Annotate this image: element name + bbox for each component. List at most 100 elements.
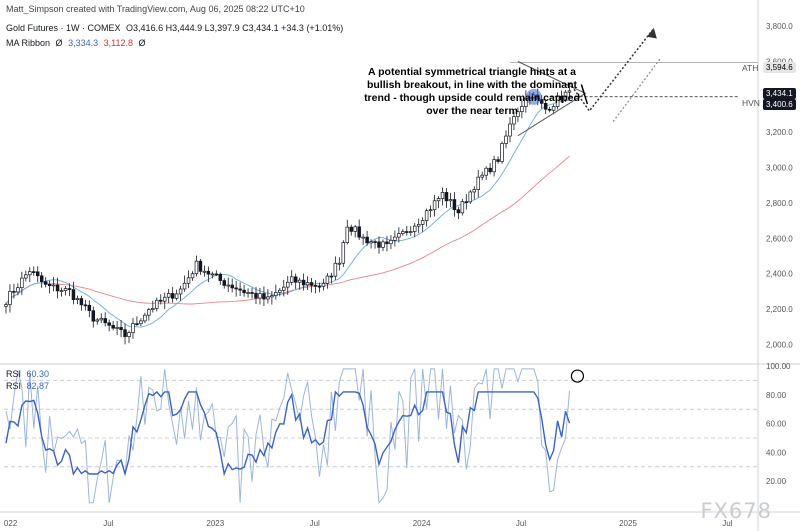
time-tick-label-5: Jul bbox=[516, 519, 526, 528]
candle-body-80 bbox=[321, 283, 326, 287]
watermark: FX678 bbox=[700, 499, 772, 523]
rsi-legend-2: RSI 82.87 bbox=[6, 381, 52, 391]
candle-body-14 bbox=[59, 290, 64, 292]
candle-body-98 bbox=[393, 236, 397, 241]
candle-body-89 bbox=[357, 226, 361, 238]
candle-body-128 bbox=[512, 116, 516, 125]
candle-body-52 bbox=[210, 273, 215, 276]
candle-body-140 bbox=[559, 95, 564, 101]
rsi-tick-label-3: 40.00 bbox=[766, 448, 787, 457]
candle-body-100 bbox=[401, 231, 405, 234]
candle-body-127 bbox=[508, 123, 512, 137]
candle-body-102 bbox=[409, 231, 413, 233]
candle-body-122 bbox=[488, 167, 492, 173]
last-price-tag: 3,434.1 bbox=[763, 88, 796, 99]
candle-body-42 bbox=[170, 293, 175, 299]
ma-ribbon-icon[interactable]: Ø bbox=[55, 38, 63, 48]
candle-body-72 bbox=[289, 276, 294, 283]
candle-body-141 bbox=[563, 91, 568, 101]
candle-body-142 bbox=[567, 90, 572, 93]
candle-body-62 bbox=[250, 292, 254, 294]
candle-body-55 bbox=[222, 280, 226, 286]
ma-fast-value: 3,334.3 bbox=[68, 38, 99, 48]
candle-body-47 bbox=[190, 273, 195, 279]
candle-body-78 bbox=[313, 284, 318, 287]
symbol-name: Gold Futures · 1W · COMEX bbox=[6, 23, 121, 33]
candle-body-109 bbox=[436, 198, 441, 202]
candle-body-2 bbox=[12, 291, 16, 293]
rsi-tick-label-1: 80.00 bbox=[766, 391, 787, 400]
ma-settings-icon[interactable]: Ø bbox=[138, 38, 146, 48]
candle-body-11 bbox=[47, 284, 52, 287]
rsi-tick-label-2: 60.00 bbox=[766, 420, 787, 429]
candle-body-64 bbox=[258, 293, 262, 299]
price-tick-label-6: 2,600.0 bbox=[766, 234, 793, 243]
candle-body-83 bbox=[333, 262, 338, 277]
time-tick-label-7: Jul bbox=[722, 519, 732, 528]
candle-body-93 bbox=[373, 241, 377, 243]
candle-body-115 bbox=[460, 201, 465, 214]
candle-body-54 bbox=[218, 273, 223, 281]
candle-body-0 bbox=[4, 304, 8, 307]
candle-body-41 bbox=[166, 293, 171, 298]
bearish-dip-arrow bbox=[580, 84, 589, 105]
rsi-legend-1: RSI 60.30 bbox=[6, 369, 52, 379]
hvn-price-tag: 3,400.6 bbox=[763, 99, 796, 110]
time-tick-label-0: 022 bbox=[4, 519, 18, 528]
candle-body-66 bbox=[266, 296, 270, 300]
candle-body-75 bbox=[301, 279, 306, 286]
candle-body-131 bbox=[524, 97, 528, 107]
candle-body-9 bbox=[39, 275, 44, 282]
candle-body-82 bbox=[329, 275, 334, 278]
candle-body-23 bbox=[95, 319, 100, 322]
candle-body-94 bbox=[377, 241, 381, 248]
candle-body-87 bbox=[349, 226, 353, 232]
candle-body-57 bbox=[230, 284, 234, 289]
candle-body-106 bbox=[424, 210, 429, 221]
price-tick-label-9: 2,000.0 bbox=[766, 340, 793, 349]
candle-body-32 bbox=[131, 323, 135, 333]
candle-body-26 bbox=[107, 322, 111, 326]
candle-body-118 bbox=[472, 189, 477, 193]
candle-body-68 bbox=[274, 292, 278, 297]
candle-body-46 bbox=[186, 277, 191, 284]
candle-body-65 bbox=[262, 293, 266, 300]
annotation-text: A potential symmetrical triangle hints a… bbox=[364, 66, 580, 117]
candle-body-138 bbox=[551, 106, 556, 111]
candle-body-108 bbox=[432, 200, 437, 211]
candle-body-25 bbox=[103, 318, 107, 324]
price-tick-label-5: 2,800.0 bbox=[766, 199, 793, 208]
candle-body-137 bbox=[547, 108, 552, 111]
candle-body-119 bbox=[476, 176, 480, 190]
candle-body-60 bbox=[242, 289, 246, 294]
rsi-tick-label-4: 20.00 bbox=[766, 477, 787, 486]
candle-body-8 bbox=[35, 271, 40, 277]
rsi-tick-label-0: 100.00 bbox=[766, 362, 791, 371]
candle-body-67 bbox=[270, 295, 274, 298]
candle-body-110 bbox=[440, 192, 445, 199]
candle-body-45 bbox=[182, 282, 187, 290]
candle-body-37 bbox=[151, 308, 155, 310]
candle-body-30 bbox=[123, 329, 127, 337]
candle-body-3 bbox=[16, 287, 20, 293]
candle-body-35 bbox=[143, 314, 147, 322]
candle-body-61 bbox=[246, 292, 250, 294]
candle-body-73 bbox=[293, 276, 298, 283]
candle-body-6 bbox=[28, 271, 32, 276]
candle-body-40 bbox=[162, 296, 167, 302]
candle-body-27 bbox=[111, 325, 115, 329]
bullish-arrowhead bbox=[646, 27, 657, 39]
candle-body-97 bbox=[389, 239, 393, 245]
candle-body-19 bbox=[79, 298, 84, 306]
rsi-name-1: RSI bbox=[6, 369, 22, 379]
candle-body-88 bbox=[353, 226, 357, 232]
candle-body-36 bbox=[147, 309, 151, 316]
candle-body-31 bbox=[127, 332, 131, 337]
candle-body-125 bbox=[500, 143, 504, 162]
hvn-label: HVN bbox=[742, 98, 760, 108]
price-tick-label-0: 3,800.0 bbox=[766, 22, 793, 31]
ohlc-values: O3,416.6 H3,444.9 L3,397.9 C3,434.1 +34.… bbox=[126, 23, 344, 33]
candle-body-86 bbox=[345, 226, 350, 243]
candle-body-28 bbox=[115, 327, 119, 329]
candle-body-48 bbox=[194, 260, 199, 275]
